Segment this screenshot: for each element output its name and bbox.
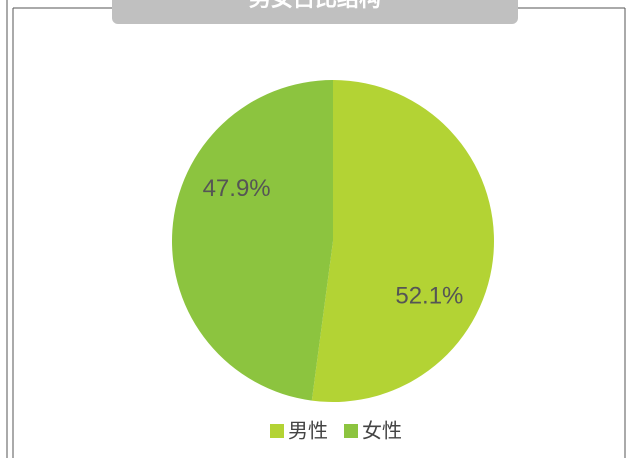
pie-slice xyxy=(312,80,494,402)
data-label: 52.1% xyxy=(395,283,463,310)
chart-title: 男女占比结构 xyxy=(249,0,381,11)
legend-swatch xyxy=(270,424,284,438)
chart: 男女占比结构 52.1% 47.9% 男性 女性 xyxy=(0,0,633,458)
legend: 男性 女性 xyxy=(270,419,402,442)
legend-label: 女性 xyxy=(362,419,402,442)
legend-label: 男性 xyxy=(288,419,328,442)
pie: 52.1% 47.9% xyxy=(172,80,494,402)
data-label: 47.9% xyxy=(203,175,271,202)
pie-slice xyxy=(172,80,333,401)
legend-swatch xyxy=(344,424,358,438)
